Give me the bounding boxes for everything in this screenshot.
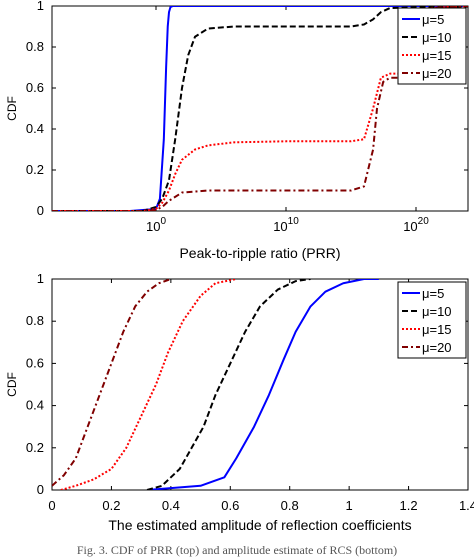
y-axis-label: CDF [5,372,19,397]
x-tick-label: 1 [346,498,353,513]
x-tick-label: 0.2 [102,498,120,513]
legend-box [397,281,467,359]
legend: μ=5 μ=10 μ=15 μ=20 [397,7,467,85]
legend-label: μ=5 [422,12,444,27]
x-tick-label: 1020 [403,216,429,234]
plot-frame [51,278,469,491]
y-tick-label: 0 [37,203,44,218]
x-tick-label: 1.4 [459,498,474,513]
x-axis-label: The estimated amplitude of reflection co… [108,517,411,533]
y-tick-label: 0 [37,482,44,497]
x-axis-label: Peak-to-ripple ratio (PRR) [179,245,340,261]
x-tick-label: 0 [48,498,55,513]
chart-2: 0 0.2 0.4 0.6 0.8 1 0 0.2 0.4 0.6 0.8 1 1.2 1.4 The es… [5,271,474,533]
series-line-mu5 [147,279,379,490]
x-tick-label: 0.6 [221,498,239,513]
chart-1: 0 0.2 0.4 0.6 0.8 1 100 1010 1020 Peak-to-ripple … [5,0,469,261]
y-tick-label: 0.4 [26,121,44,136]
x-tick-label: 1010 [273,216,299,234]
x-tick-label: 0.8 [281,498,299,513]
series-line-mu20 [52,279,172,487]
legend: μ=5 μ=10 μ=15 μ=20 [397,281,467,359]
legend-box [397,7,467,85]
x-tick-label: 1.2 [400,498,418,513]
y-axis-label: CDF [5,96,19,121]
series-line-mu15 [60,279,237,490]
series-line-mu10 [146,279,311,490]
y-tick-label: 0.6 [26,355,44,370]
y-tick-label: 0.6 [26,80,44,95]
figure-caption: Fig. 3. CDF of PRR (top) and amplitude e… [77,543,397,557]
series-line-mu15 [52,6,468,211]
legend-label: μ=15 [422,322,452,337]
legend-label: μ=15 [422,48,452,63]
legend-label: μ=20 [422,66,452,81]
y-tick-label: 0.2 [26,440,44,455]
y-tick-label: 0.2 [26,162,44,177]
legend-label: μ=20 [422,340,452,355]
legend-label: μ=10 [422,304,452,319]
y-tick-label: 1 [37,0,44,13]
legend-label: μ=10 [422,30,452,45]
y-tick-label: 0.8 [26,39,44,54]
x-tick-label: 0.4 [162,498,180,513]
series-line-mu10 [52,6,468,211]
y-tick-label: 0.4 [26,398,44,413]
y-tick-label: 0.8 [26,313,44,328]
legend-label: μ=5 [422,286,444,301]
x-tick-label: 100 [146,216,166,234]
y-tick-label: 1 [37,271,44,286]
